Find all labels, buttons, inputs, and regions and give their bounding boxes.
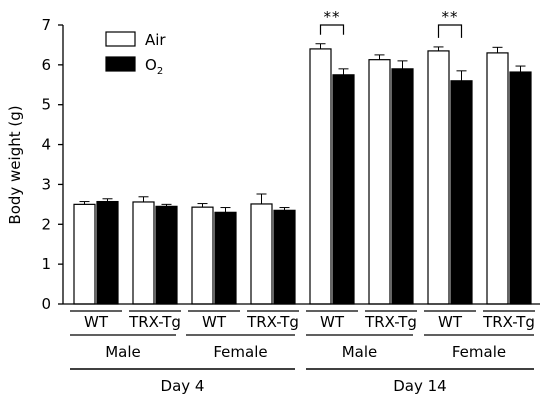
genotype-label: TRX-Tg — [482, 313, 535, 331]
bar-air — [73, 203, 96, 305]
day-label: Day 14 — [393, 377, 446, 395]
genotype-label: WT — [438, 313, 463, 331]
genotype-label: WT — [84, 313, 109, 331]
significance-bracket — [319, 24, 345, 35]
bar-o2 — [450, 80, 473, 305]
y-tick-label: 2 — [41, 215, 51, 233]
category-axis: WT TRX-Tg WT TRX-Tg WT TRX-Tg WT TRX-Tg Male Fema… — [70, 310, 535, 395]
bars: ** ** — [73, 8, 532, 305]
y-tick-label: 3 — [41, 175, 51, 193]
legend-label: Air — [145, 31, 166, 49]
y-tick-label: 6 — [41, 56, 51, 74]
legend-swatch — [105, 31, 136, 47]
y-tick-label: 4 — [41, 136, 51, 154]
bar-air — [250, 203, 273, 305]
genotype-label: WT — [202, 313, 227, 331]
axes: 0 1 2 3 4 5 6 7 — [41, 16, 540, 313]
genotype-label: WT — [320, 313, 345, 331]
genotype-label: TRX-Tg — [128, 313, 181, 331]
bar-air — [486, 52, 509, 305]
bar-o2 — [509, 71, 532, 305]
bar-air — [368, 59, 391, 305]
genotype-label: TRX-Tg — [364, 313, 417, 331]
bar-o2 — [214, 211, 237, 305]
genotype-label: TRX-Tg — [246, 313, 299, 331]
bar-air — [427, 50, 450, 305]
bar-o2 — [273, 209, 296, 305]
bar-air — [191, 206, 214, 305]
legend: Air O2 — [105, 31, 166, 77]
day-label: Day 4 — [161, 377, 205, 395]
y-tick-label: 7 — [41, 16, 51, 34]
bar-air — [309, 48, 332, 305]
y-tick-label: 1 — [41, 255, 51, 273]
sex-label: Male — [105, 343, 141, 361]
bar-o2 — [96, 200, 119, 305]
bar-o2 — [155, 205, 178, 305]
sex-label: Female — [213, 343, 267, 361]
y-tick-label: 0 — [41, 295, 51, 313]
significance-label: ** — [324, 8, 341, 26]
sex-label: Female — [452, 343, 506, 361]
sex-label: Male — [342, 343, 378, 361]
bar-o2 — [332, 74, 355, 305]
legend-label: O2 — [145, 56, 163, 77]
y-tick-label: 5 — [41, 96, 51, 114]
bar-air — [132, 201, 155, 305]
significance-bracket — [437, 24, 463, 38]
legend-swatch — [105, 56, 136, 72]
significance-label: ** — [442, 8, 459, 26]
bar-o2 — [391, 68, 414, 305]
y-axis-title: Body weight (g) — [6, 105, 24, 224]
